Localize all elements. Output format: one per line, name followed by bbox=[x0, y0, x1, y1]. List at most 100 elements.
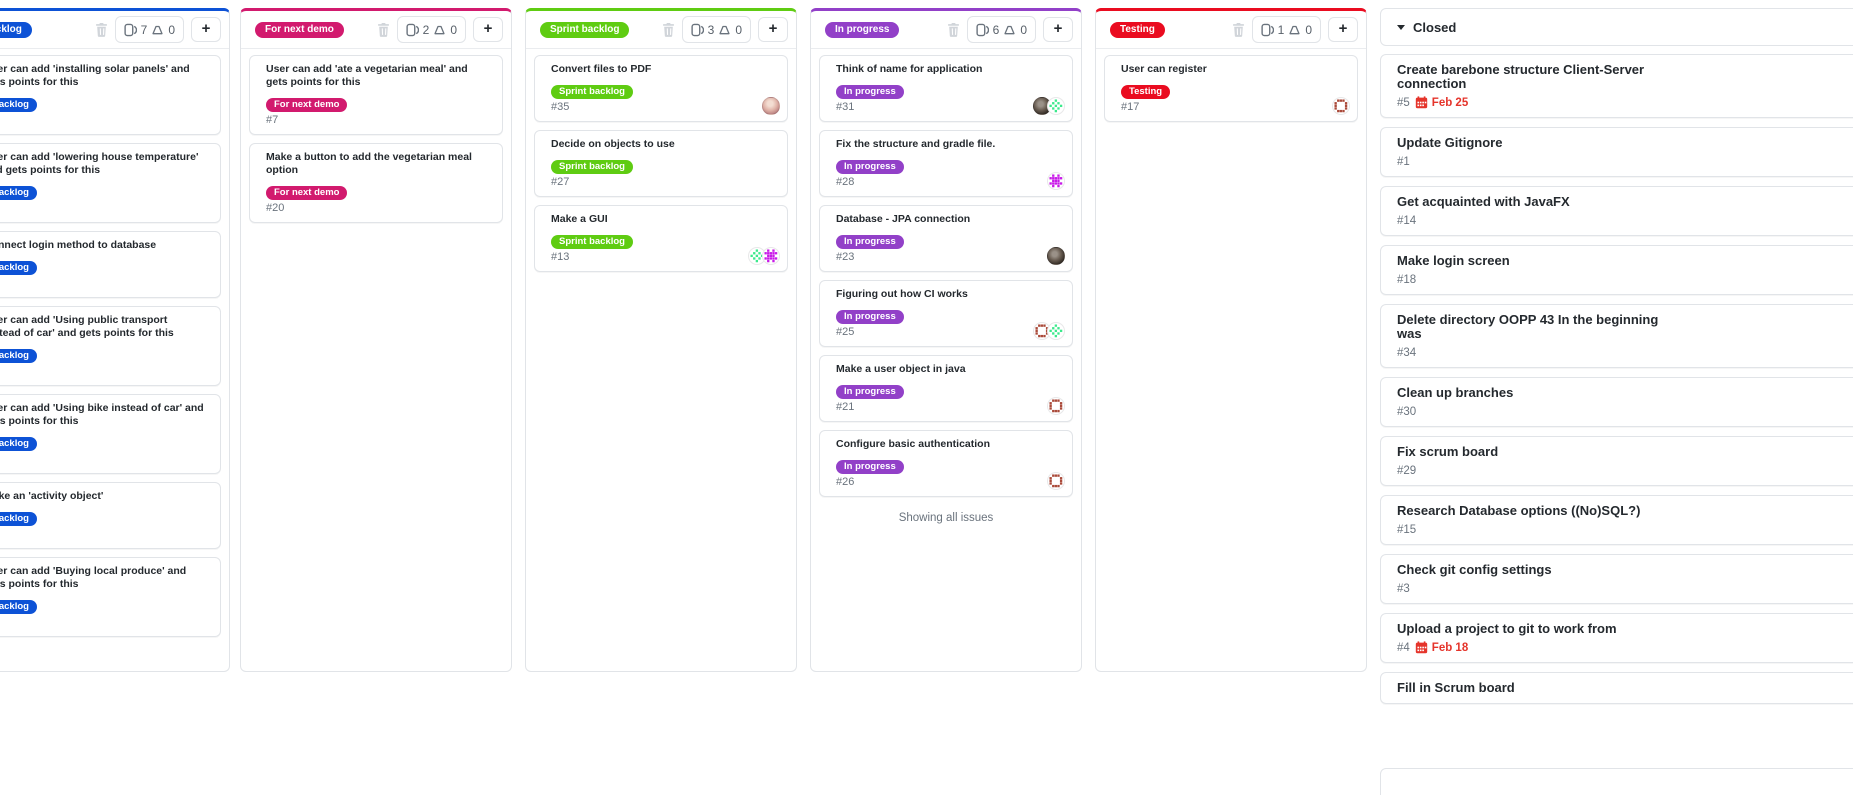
issue-card[interactable]: Make a user object in java In progress #… bbox=[819, 355, 1073, 422]
trash-icon[interactable] bbox=[377, 22, 390, 37]
issue-number: #26 bbox=[836, 476, 855, 488]
closed-issue-card[interactable]: Delete directory OOPP 43 In the beginnin… bbox=[1380, 304, 1853, 368]
closed-issue-card[interactable]: Research Database options ((No)SQL?) #15 bbox=[1380, 495, 1853, 545]
add-card-button[interactable]: + bbox=[191, 17, 221, 42]
closed-issue-card[interactable]: Get acquainted with JavaFX #14 bbox=[1380, 186, 1853, 236]
add-card-button[interactable]: + bbox=[758, 17, 788, 42]
card-avatars bbox=[762, 97, 780, 115]
issue-label-pill: In progress bbox=[836, 385, 904, 399]
user-photo-avatar bbox=[1047, 247, 1065, 265]
closed-issue-card[interactable]: Clean up branches #30 bbox=[1380, 377, 1853, 427]
issue-card[interactable]: Database - JPA connection In progress #2… bbox=[819, 205, 1073, 272]
card-title: User can add 'Buying local produce' and … bbox=[0, 565, 187, 590]
column-counts: 2 0 bbox=[396, 16, 466, 43]
card-title: Create barebone structure Client-Server … bbox=[1397, 62, 1645, 91]
issue-number: #18 bbox=[1397, 273, 1417, 286]
closed-issue-card[interactable]: Fix scrum board #29 bbox=[1380, 436, 1853, 486]
column-cards: Think of name for application In progres… bbox=[811, 49, 1081, 503]
add-card-button[interactable]: + bbox=[1043, 17, 1073, 42]
identicon-green-avatar bbox=[1047, 97, 1065, 115]
card-labels: For next demo bbox=[266, 182, 486, 200]
closed-issue-card[interactable]: Upload a project to git to work from #4 … bbox=[1380, 613, 1853, 663]
card-title: Decide on objects to use bbox=[551, 138, 675, 150]
add-card-button[interactable]: + bbox=[1328, 17, 1358, 42]
card-labels: Sprint backlog bbox=[551, 81, 771, 99]
trash-icon[interactable] bbox=[95, 22, 108, 37]
issue-card[interactable]: User can add 'ate a vegetarian meal' and… bbox=[249, 55, 503, 135]
issue-card[interactable]: User can register Testing #17 bbox=[1104, 55, 1358, 122]
closed-issue-card[interactable]: Create barebone structure Client-Server … bbox=[1380, 54, 1853, 118]
issue-card[interactable]: Make a button to add the vegetarian meal… bbox=[249, 143, 503, 223]
column-header: Sprint backlog 3 0 + bbox=[526, 11, 796, 49]
card-title: Make a user object in java bbox=[836, 363, 966, 375]
card-title: User can add 'lowering house temperature… bbox=[0, 151, 199, 176]
archive-count-icon bbox=[719, 25, 730, 35]
card-title: Connect login method to database bbox=[0, 239, 157, 251]
archived-count: 0 bbox=[450, 22, 457, 37]
archived-count: 0 bbox=[168, 22, 175, 37]
issue-card[interactable]: Make a GUI Sprint backlog #13 bbox=[534, 205, 788, 272]
closed-issue-card[interactable] bbox=[1380, 768, 1853, 795]
card-title: Fix scrum board bbox=[1397, 444, 1499, 459]
issue-card[interactable]: Think of name for application In progres… bbox=[819, 55, 1073, 122]
issue-card[interactable]: User can add 'Buying local produce' and … bbox=[0, 557, 221, 637]
card-labels: Backlog bbox=[0, 94, 204, 112]
issue-number: #21 bbox=[836, 401, 855, 413]
card-avatars bbox=[1047, 172, 1065, 190]
issue-card[interactable]: Figuring out how CI works In progress #2… bbox=[819, 280, 1073, 347]
column-cards: User can add 'ate a vegetarian meal' and… bbox=[241, 49, 511, 229]
trash-icon[interactable] bbox=[662, 22, 675, 37]
column-cards: User can register Testing #17 bbox=[1096, 49, 1366, 128]
issue-card[interactable]: User can add 'Using public transport ins… bbox=[0, 306, 221, 386]
issue-card[interactable]: Fix the structure and gradle file. In pr… bbox=[819, 130, 1073, 197]
issue-card[interactable]: Convert files to PDF Sprint backlog #35 bbox=[534, 55, 788, 122]
chevron-down-icon bbox=[1397, 24, 1405, 30]
issue-card[interactable]: User can add 'installing solar panels' a… bbox=[0, 55, 221, 135]
add-card-button[interactable]: + bbox=[473, 17, 503, 42]
issue-label-pill: For next demo bbox=[266, 98, 348, 112]
due-date-text: Feb 18 bbox=[1431, 641, 1469, 654]
issue-card[interactable]: Decide on objects to use Sprint backlog … bbox=[534, 130, 788, 197]
due-date: Feb 25 bbox=[1415, 96, 1468, 109]
trash-icon[interactable] bbox=[1232, 22, 1245, 37]
issue-number: #17 bbox=[1121, 101, 1140, 113]
issue-number: #7 bbox=[266, 114, 279, 126]
issue-card[interactable]: Make an 'activity object' Backlog bbox=[0, 482, 221, 549]
due-date-text: Feb 25 bbox=[1431, 96, 1469, 109]
calendar-icon bbox=[1415, 96, 1427, 109]
closed-column-title: Closed bbox=[1413, 19, 1457, 35]
issue-label-pill: Backlog bbox=[0, 349, 37, 363]
issue-card[interactable]: Configure basic authentication In progre… bbox=[819, 430, 1073, 497]
issue-card[interactable]: User can add 'Using bike instead of car'… bbox=[0, 394, 221, 474]
column-label-pill: Sprint backlog bbox=[540, 21, 630, 38]
column-label-pill: In progress bbox=[825, 21, 900, 38]
archive-count-icon bbox=[1004, 25, 1015, 35]
closed-issue-card[interactable]: Make login screen #18 bbox=[1380, 245, 1853, 295]
column-label-pill: For next demo bbox=[255, 21, 344, 38]
column-header: In progress 6 0 + bbox=[811, 11, 1081, 49]
issue-label-pill: Sprint backlog bbox=[551, 235, 633, 249]
closed-column-header[interactable]: Closed bbox=[1380, 8, 1853, 46]
issue-label-pill: Backlog bbox=[0, 437, 37, 451]
closed-issue-card[interactable]: Fill in Scrum board bbox=[1380, 672, 1853, 704]
issue-label-pill: Testing bbox=[1121, 85, 1171, 99]
card-title: Delete directory OOPP 43 In the beginnin… bbox=[1397, 312, 1659, 341]
issue-number: #34 bbox=[1397, 346, 1417, 359]
identicon-ring-avatar bbox=[1332, 97, 1350, 115]
closed-issue-card[interactable]: Check git config settings #3 bbox=[1380, 554, 1853, 604]
closed-issue-card[interactable]: Update Gitignore #1 bbox=[1380, 127, 1853, 177]
issue-label-pill: In progress bbox=[836, 235, 904, 249]
issue-card[interactable]: User can add 'lowering house temperature… bbox=[0, 143, 221, 223]
issue-card[interactable]: Connect login method to database Backlog bbox=[0, 231, 221, 298]
column-footer-note bbox=[1096, 128, 1366, 137]
column-counts: 1 0 bbox=[1251, 16, 1321, 43]
identicon-magenta-avatar bbox=[762, 247, 780, 265]
card-labels: In progress bbox=[836, 456, 1056, 474]
issue-number: #14 bbox=[1397, 214, 1417, 227]
card-title: Configure basic authentication bbox=[836, 438, 991, 450]
issue-number: #29 bbox=[1397, 464, 1417, 477]
identicon-green-avatar bbox=[1047, 322, 1065, 340]
card-labels: Sprint backlog bbox=[551, 156, 771, 174]
card-avatars bbox=[1047, 397, 1065, 415]
trash-icon[interactable] bbox=[947, 22, 960, 37]
